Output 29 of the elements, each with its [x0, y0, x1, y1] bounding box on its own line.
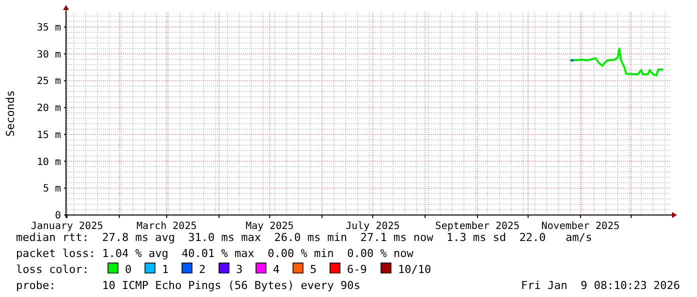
legend-title: loss color:	[16, 263, 89, 276]
y-tick-label: 35 m	[36, 22, 61, 34]
y-tick-label: 5 m	[42, 184, 61, 195]
x-tick-label: March 2025	[136, 221, 197, 232]
legend-label: 6-9	[347, 263, 367, 276]
text: Fri Jan 9 08:10:23 2026	[521, 279, 680, 292]
y-axis-title: Seconds	[4, 90, 17, 137]
y-tick-label: 0	[54, 210, 61, 222]
x-tick-label: September 2025	[435, 221, 520, 232]
text: packet loss: 1.04 % avg 40.01 % max 0.00 % min 0.00 % now	[16, 247, 414, 260]
legend-label: 10/10	[398, 263, 432, 276]
y-tick-label: 20 m	[36, 103, 61, 114]
y-tick-label: 10 m	[36, 156, 61, 168]
text: median rtt: 27.8 ms avg 31.0 ms max 26.0 ms min 27.1 ms now 1.3 ms sd 22.0 am/s	[16, 231, 592, 244]
legend-label: 5	[310, 263, 317, 276]
y-tick-label: 15 m	[36, 130, 61, 141]
text: probe: 10 ICMP Echo Pings (56 Bytes) every 90s	[16, 279, 360, 292]
y-tick-label: 30 m	[36, 49, 61, 60]
legend-label: 0	[125, 263, 132, 276]
legend-label: 1	[162, 263, 169, 276]
legend-label: 3	[236, 263, 243, 276]
legend-label: 2	[199, 263, 206, 276]
x-tick-label: May 2025	[246, 221, 294, 232]
legend-label: 4	[273, 263, 280, 276]
x-tick-label: November 2025	[541, 221, 620, 232]
x-tick-label: July 2025	[346, 221, 400, 232]
x-tick-label: January 2025	[30, 221, 104, 232]
line-series	[569, 48, 664, 76]
y-tick-label: 25 m	[36, 76, 61, 88]
